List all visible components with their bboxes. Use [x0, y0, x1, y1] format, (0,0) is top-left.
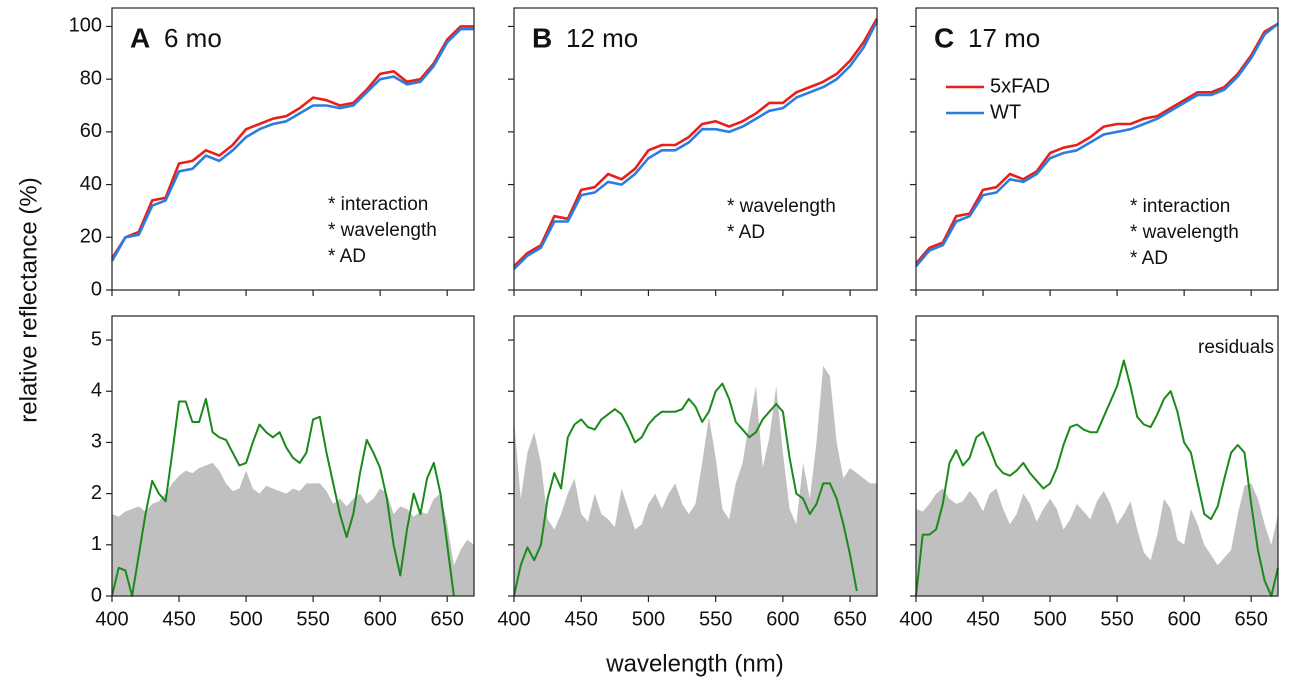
- x-tick-label: 500: [1033, 608, 1066, 630]
- y-axis-label: relative reflectance (%): [15, 177, 42, 422]
- area: [916, 483, 1278, 596]
- line: [111, 397, 455, 597]
- area: [112, 462, 474, 596]
- panel-title: 12 mo: [566, 23, 638, 53]
- x-tick-label: 500: [632, 608, 665, 630]
- line: [110, 27, 474, 262]
- y-tick-label: 100: [69, 15, 102, 37]
- x-tick-label: 650: [833, 608, 866, 630]
- y-tick-label: 0: [91, 584, 102, 606]
- legend-label: WT: [990, 101, 1021, 123]
- area: [514, 365, 877, 596]
- panel-frame: [915, 315, 1279, 597]
- annotation: * AD: [727, 222, 765, 243]
- legend-label: 5xFAD: [990, 75, 1050, 97]
- annotation: * interaction: [328, 194, 428, 215]
- panel-frame: [111, 7, 475, 291]
- panel-title: 6 mo: [164, 23, 222, 53]
- annotation: * wavelength: [1130, 222, 1239, 243]
- line: [915, 22, 1279, 265]
- x-tick-label: 400: [95, 608, 128, 630]
- line: [513, 20, 879, 270]
- panel-frame: [915, 7, 1279, 291]
- x-tick-label: 600: [363, 608, 396, 630]
- x-tick-label: 650: [430, 608, 463, 630]
- y-tick-label: 3: [91, 431, 102, 453]
- y-tick-label: 40: [80, 173, 102, 195]
- x-tick-label: 550: [296, 608, 329, 630]
- panel-label: B: [532, 22, 552, 53]
- y-tick-label: 1: [91, 533, 102, 555]
- x-tick-label: 600: [1167, 608, 1200, 630]
- annotation: residuals: [1198, 337, 1274, 358]
- y-tick-label: 20: [80, 226, 102, 248]
- annotation: * AD: [1130, 248, 1168, 269]
- line: [110, 25, 474, 260]
- y-tick-label: 80: [80, 67, 102, 89]
- panel-label: C: [934, 22, 954, 53]
- x-tick-label: 400: [899, 608, 932, 630]
- line: [513, 382, 858, 597]
- panel-title: 17 mo: [968, 23, 1040, 53]
- x-tick-label: 600: [766, 608, 799, 630]
- x-tick-label: 500: [229, 608, 262, 630]
- line: [915, 22, 1279, 268]
- x-tick-label: 550: [699, 608, 732, 630]
- x-tick-label: 550: [1100, 608, 1133, 630]
- line: [915, 359, 1279, 597]
- y-tick-label: 4: [91, 380, 102, 402]
- panel-label: A: [130, 22, 150, 53]
- x-tick-label: 400: [497, 608, 530, 630]
- y-tick-label: 0: [91, 278, 102, 300]
- annotation: * interaction: [1130, 196, 1230, 217]
- line: [513, 17, 879, 268]
- x-axis-label: wavelength (nm): [605, 650, 783, 677]
- x-tick-label: 650: [1234, 608, 1267, 630]
- annotation: * wavelength: [727, 196, 836, 217]
- y-tick-label: 2: [91, 482, 102, 504]
- panel-frame: [513, 315, 878, 597]
- y-tick-label: 5: [91, 328, 102, 350]
- x-tick-label: 450: [565, 608, 598, 630]
- annotation: * wavelength: [328, 220, 437, 241]
- panel-frame: [111, 315, 475, 597]
- panel-frame: [513, 7, 878, 291]
- x-tick-label: 450: [162, 608, 195, 630]
- y-tick-label: 60: [80, 120, 102, 142]
- annotation: * AD: [328, 246, 366, 267]
- x-tick-label: 450: [966, 608, 999, 630]
